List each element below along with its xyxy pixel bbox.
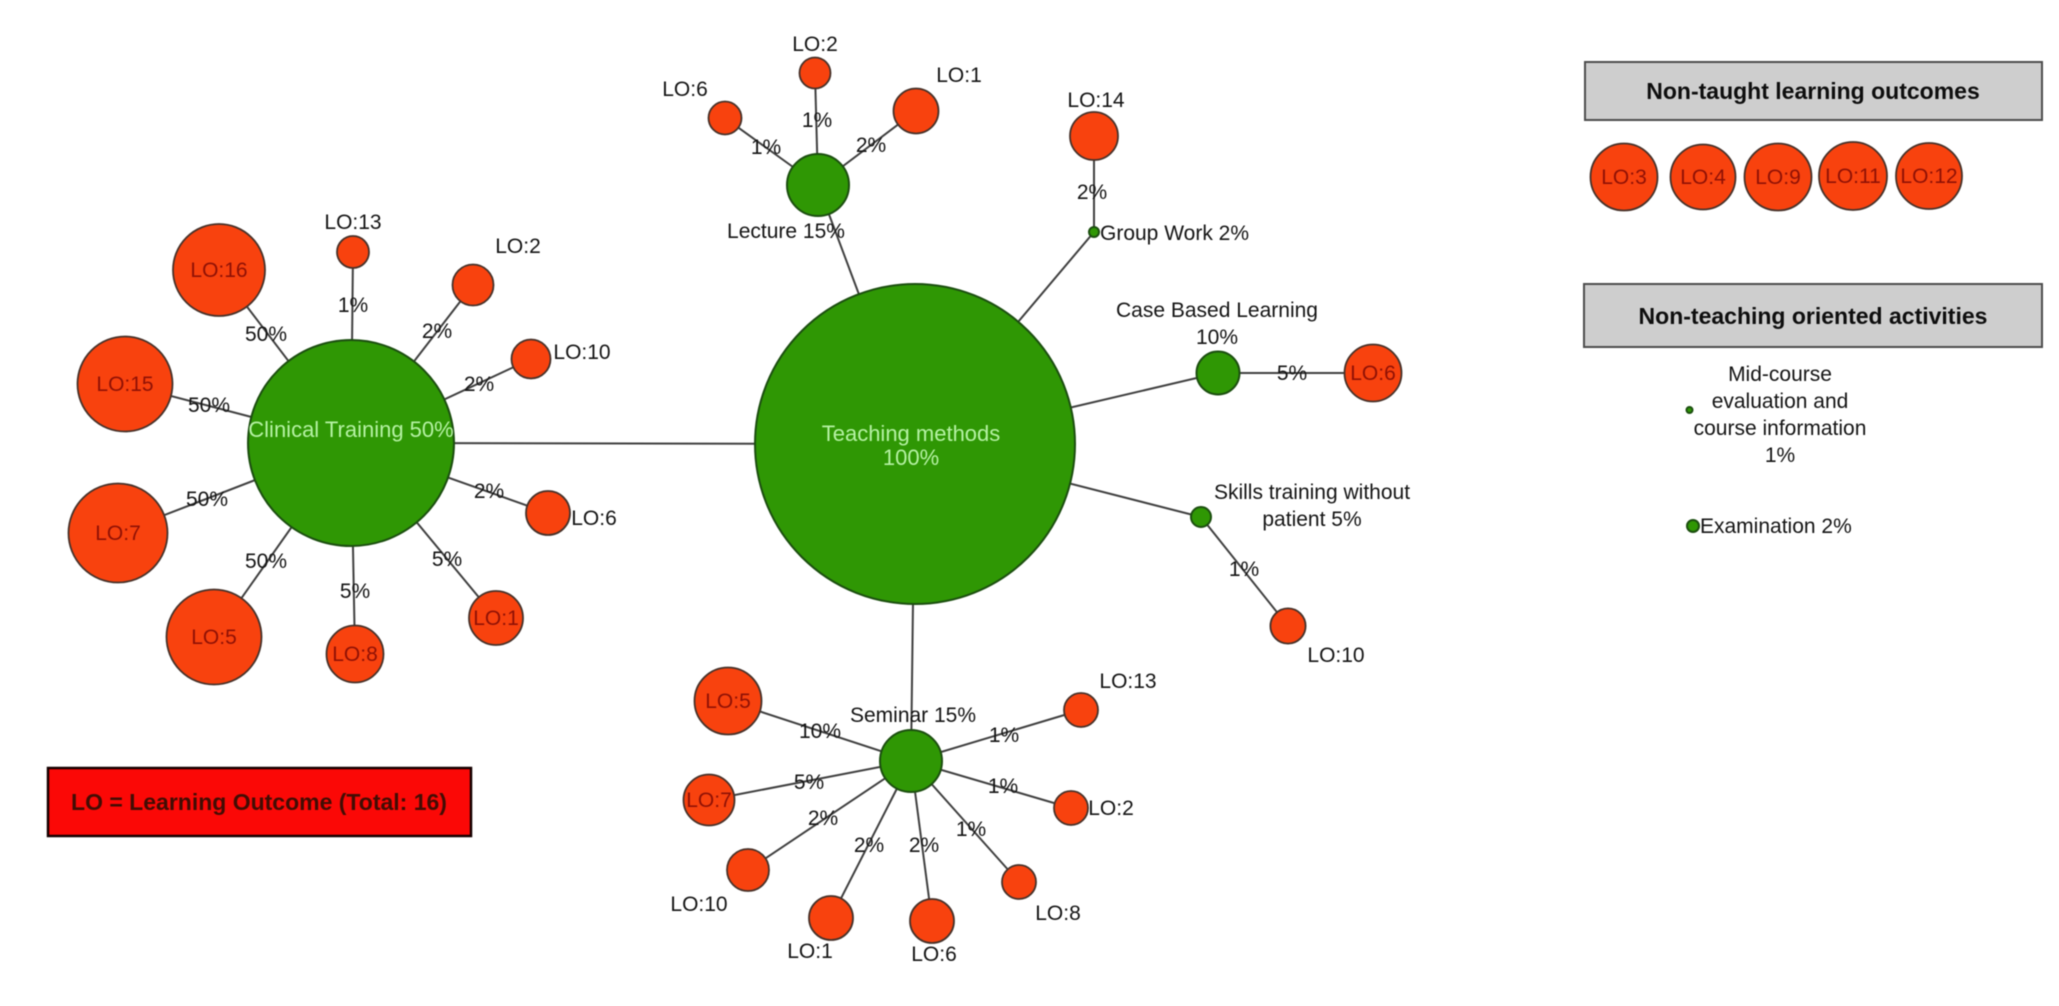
svg-text:Seminar 15%: Seminar 15% xyxy=(850,704,976,727)
svg-text:LO:5: LO:5 xyxy=(705,690,751,713)
svg-text:Teaching methods: Teaching methods xyxy=(822,421,1001,446)
svg-text:2%: 2% xyxy=(474,480,504,503)
svg-text:50%: 50% xyxy=(245,550,287,573)
svg-text:2%: 2% xyxy=(909,834,939,857)
svg-text:Non-taught learning outcomes: Non-taught learning outcomes xyxy=(1646,78,1980,104)
svg-text:LO:1: LO:1 xyxy=(473,607,519,630)
svg-text:LO:7: LO:7 xyxy=(686,789,732,812)
svg-text:LO:6: LO:6 xyxy=(662,78,708,101)
svg-text:10%: 10% xyxy=(1196,326,1238,349)
svg-text:patient 5%: patient 5% xyxy=(1262,508,1361,531)
svg-text:LO:7: LO:7 xyxy=(95,522,141,545)
svg-text:5%: 5% xyxy=(432,548,462,571)
svg-text:LO:10: LO:10 xyxy=(1307,644,1364,667)
svg-text:LO:11: LO:11 xyxy=(1825,165,1881,188)
svg-text:1%: 1% xyxy=(1765,444,1795,467)
svg-text:LO:10: LO:10 xyxy=(670,893,727,916)
svg-text:2%: 2% xyxy=(808,807,838,830)
svg-text:10%: 10% xyxy=(799,720,841,743)
svg-text:LO:12: LO:12 xyxy=(1900,165,1957,188)
svg-text:100%: 100% xyxy=(883,445,939,470)
svg-text:LO:10: LO:10 xyxy=(553,341,610,364)
svg-text:5%: 5% xyxy=(794,771,824,794)
svg-text:Examination 2%: Examination 2% xyxy=(1700,515,1852,538)
svg-text:Clinical Training 50%: Clinical Training 50% xyxy=(248,417,453,442)
svg-text:LO:6: LO:6 xyxy=(911,943,957,966)
svg-text:LO:15: LO:15 xyxy=(96,373,153,396)
svg-text:LO:1: LO:1 xyxy=(936,64,982,87)
svg-text:LO:6: LO:6 xyxy=(1350,362,1396,385)
svg-text:Skills training without: Skills training without xyxy=(1214,481,1410,504)
svg-text:1%: 1% xyxy=(1229,558,1259,581)
svg-text:LO:3: LO:3 xyxy=(1601,166,1647,189)
svg-text:LO:9: LO:9 xyxy=(1755,166,1801,189)
svg-text:Lecture 15%: Lecture 15% xyxy=(727,220,845,243)
svg-text:LO:16: LO:16 xyxy=(190,259,247,282)
svg-text:LO = Learning Outcome (Total:: LO = Learning Outcome (Total: 16) xyxy=(71,789,447,815)
svg-text:2%: 2% xyxy=(422,320,452,343)
svg-text:LO:6: LO:6 xyxy=(571,507,617,530)
svg-text:Non-teaching oriented activiti: Non-teaching oriented activities xyxy=(1639,303,1988,329)
svg-text:LO:1: LO:1 xyxy=(787,940,833,963)
svg-text:course information: course information xyxy=(1694,417,1867,440)
svg-text:LO:8: LO:8 xyxy=(1035,902,1081,925)
svg-text:1%: 1% xyxy=(956,818,986,841)
svg-text:LO:13: LO:13 xyxy=(1099,670,1156,693)
svg-text:Case Based Learning: Case Based Learning xyxy=(1116,299,1318,322)
svg-text:Group Work 2%: Group Work 2% xyxy=(1100,222,1249,245)
svg-text:LO:2: LO:2 xyxy=(1088,797,1134,820)
svg-text:50%: 50% xyxy=(186,488,228,511)
svg-text:50%: 50% xyxy=(188,394,230,417)
svg-text:5%: 5% xyxy=(1277,362,1307,385)
svg-text:LO:2: LO:2 xyxy=(495,235,541,258)
svg-text:2%: 2% xyxy=(464,373,494,396)
svg-text:LO:14: LO:14 xyxy=(1067,89,1125,112)
svg-text:LO:4: LO:4 xyxy=(1680,166,1726,189)
svg-text:5%: 5% xyxy=(340,580,370,603)
svg-text:1%: 1% xyxy=(802,109,832,132)
svg-text:LO:5: LO:5 xyxy=(191,626,237,649)
svg-text:LO:13: LO:13 xyxy=(324,211,381,234)
svg-text:2%: 2% xyxy=(1077,181,1107,204)
svg-text:1%: 1% xyxy=(751,136,781,159)
svg-text:50%: 50% xyxy=(245,323,287,346)
svg-text:1%: 1% xyxy=(338,294,368,317)
svg-text:1%: 1% xyxy=(988,775,1018,798)
svg-text:evaluation and: evaluation and xyxy=(1712,390,1849,413)
svg-text:LO:8: LO:8 xyxy=(332,643,378,666)
svg-text:2%: 2% xyxy=(856,134,886,157)
svg-text:Mid-course: Mid-course xyxy=(1728,363,1832,386)
svg-text:LO:2: LO:2 xyxy=(792,33,838,56)
svg-text:1%: 1% xyxy=(989,724,1019,747)
svg-text:2%: 2% xyxy=(854,834,884,857)
